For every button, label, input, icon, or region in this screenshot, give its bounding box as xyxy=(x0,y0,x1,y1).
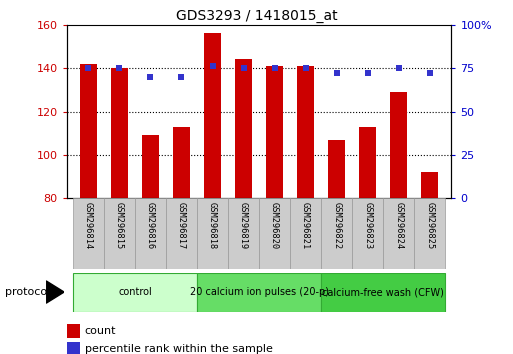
Bar xyxy=(321,198,352,269)
Bar xyxy=(166,198,197,269)
Bar xyxy=(80,64,97,198)
Text: calcium-free wash (CFW): calcium-free wash (CFW) xyxy=(322,287,444,297)
Bar xyxy=(297,66,314,198)
Text: GSM296825: GSM296825 xyxy=(425,202,434,249)
Text: count: count xyxy=(85,326,116,336)
Bar xyxy=(266,66,283,198)
Bar xyxy=(390,92,407,198)
Bar xyxy=(290,198,321,269)
Bar xyxy=(321,273,445,312)
Text: GSM296824: GSM296824 xyxy=(394,202,403,249)
Bar xyxy=(197,273,321,312)
Text: protocol: protocol xyxy=(5,287,50,297)
Bar xyxy=(328,140,345,198)
Bar xyxy=(414,198,445,269)
Bar xyxy=(142,135,159,198)
Text: 20 calcium ion pulses (20-p): 20 calcium ion pulses (20-p) xyxy=(190,287,328,297)
Bar xyxy=(73,273,197,312)
Bar xyxy=(73,198,104,269)
Text: GSM296814: GSM296814 xyxy=(84,202,93,249)
Bar xyxy=(111,68,128,198)
Text: control: control xyxy=(118,287,152,297)
Bar xyxy=(352,198,383,269)
Bar xyxy=(359,127,376,198)
Text: GDS3293 / 1418015_at: GDS3293 / 1418015_at xyxy=(175,9,338,23)
Text: percentile rank within the sample: percentile rank within the sample xyxy=(85,344,272,354)
Text: GSM296820: GSM296820 xyxy=(270,202,279,249)
Bar xyxy=(421,172,438,198)
Bar xyxy=(173,127,190,198)
Text: GSM296819: GSM296819 xyxy=(239,202,248,249)
Bar xyxy=(228,198,259,269)
Text: GSM296818: GSM296818 xyxy=(208,202,217,249)
Polygon shape xyxy=(46,281,64,303)
Text: GSM296822: GSM296822 xyxy=(332,202,341,249)
Bar xyxy=(235,59,252,198)
Bar xyxy=(104,198,135,269)
Text: GSM296823: GSM296823 xyxy=(363,202,372,249)
Bar xyxy=(135,198,166,269)
Text: GSM296815: GSM296815 xyxy=(115,202,124,249)
Text: GSM296821: GSM296821 xyxy=(301,202,310,249)
Text: GSM296817: GSM296817 xyxy=(177,202,186,249)
Text: GSM296816: GSM296816 xyxy=(146,202,155,249)
Bar xyxy=(204,33,221,198)
Bar xyxy=(259,198,290,269)
Bar xyxy=(383,198,414,269)
Bar xyxy=(197,198,228,269)
